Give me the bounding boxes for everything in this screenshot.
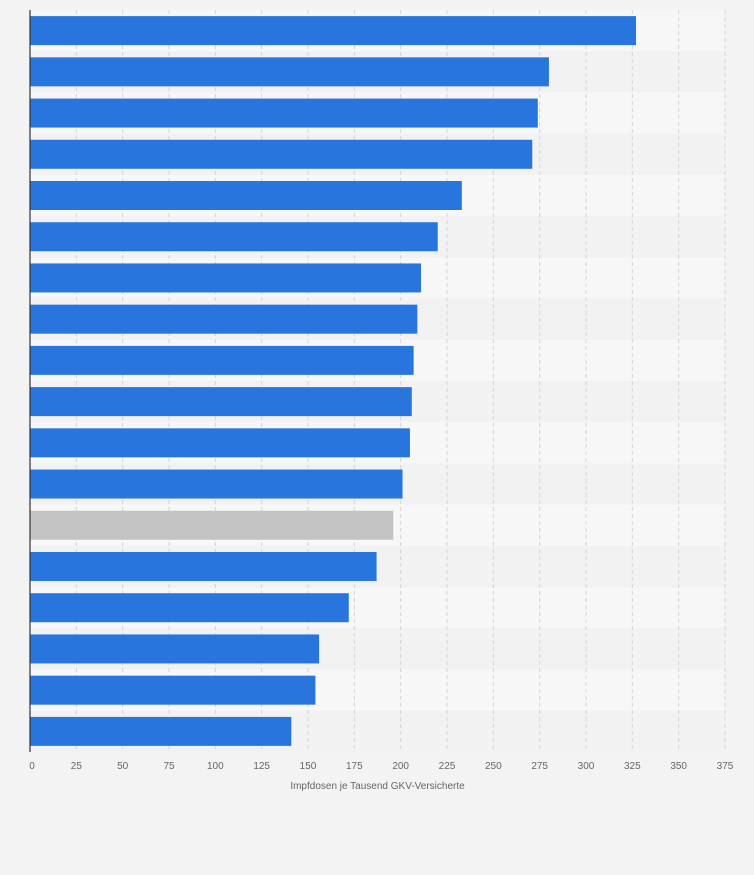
x-tick-label: 225 xyxy=(439,761,456,772)
bar xyxy=(30,552,377,581)
bar xyxy=(30,387,412,417)
bar xyxy=(30,16,637,46)
x-tick-label: 300 xyxy=(578,761,595,772)
x-tick-label: 50 xyxy=(117,761,129,772)
x-axis-label: Impfdosen je Tausend GKV-Versicherte xyxy=(290,781,465,792)
bar xyxy=(30,345,414,375)
x-tick-label: 150 xyxy=(300,761,317,772)
bar xyxy=(30,510,394,540)
bar xyxy=(30,716,292,746)
x-tick-label: 125 xyxy=(253,761,270,772)
bar xyxy=(30,263,422,293)
bar xyxy=(30,304,418,334)
x-tick-label: 75 xyxy=(163,761,175,772)
bar xyxy=(30,139,533,169)
x-tick-label: 100 xyxy=(207,761,224,772)
x-tick-label: 275 xyxy=(531,761,548,772)
x-tick-label: 325 xyxy=(624,761,641,772)
bar xyxy=(30,181,462,210)
x-tick-label: 175 xyxy=(346,761,363,772)
x-tick-label: 350 xyxy=(670,761,687,772)
x-tick-label: 25 xyxy=(71,761,83,772)
bar xyxy=(30,593,349,623)
bar xyxy=(30,675,316,705)
x-tick-label: 250 xyxy=(485,761,502,772)
x-tick-label: 200 xyxy=(392,761,409,772)
x-tick-label: 375 xyxy=(717,761,734,772)
bar xyxy=(30,222,438,252)
bar xyxy=(30,57,549,87)
bar xyxy=(30,428,410,458)
bar xyxy=(30,98,538,128)
x-tick-label: 0 xyxy=(29,761,35,772)
bar xyxy=(30,634,320,664)
bar xyxy=(30,469,403,499)
